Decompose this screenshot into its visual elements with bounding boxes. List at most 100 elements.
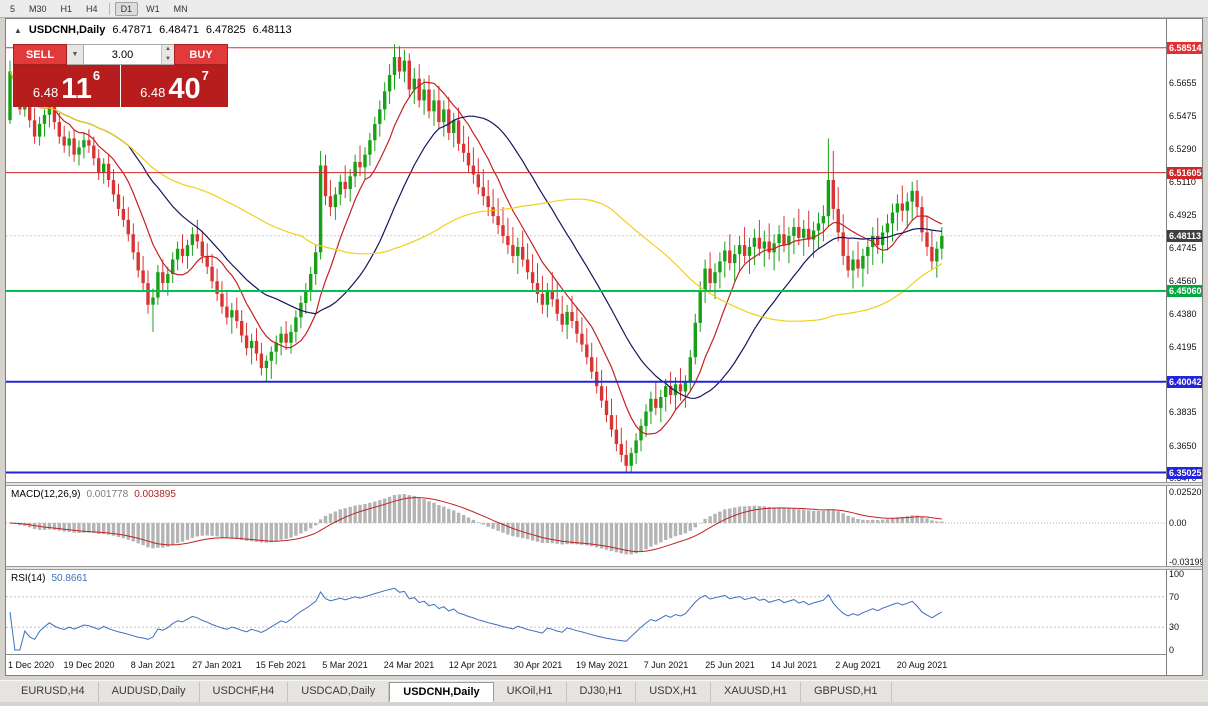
- chart-tab-gbpusd[interactable]: GBPUSD,H1: [801, 682, 892, 702]
- price-tick-label: 6.5110: [1169, 177, 1196, 187]
- chart-tab-usdchf[interactable]: USDCHF,H4: [200, 682, 289, 702]
- panel-splitter[interactable]: [6, 482, 1202, 486]
- buy-price-point: 7: [201, 68, 209, 83]
- macd-histogram-bar: [461, 515, 466, 523]
- candle-body: [171, 259, 175, 274]
- chart-tab-eurusd[interactable]: EURUSD,H4: [8, 682, 99, 702]
- chart-tab-ukoil[interactable]: UKOil,H1: [494, 682, 567, 702]
- macd-histogram-bar: [521, 523, 525, 539]
- candle-body: [161, 272, 165, 284]
- macd-histogram-bar: [126, 523, 130, 540]
- candle-body: [831, 180, 835, 209]
- macd-histogram-bar: [664, 523, 668, 540]
- candle-body: [47, 105, 52, 115]
- chart-tab-usdcad[interactable]: USDCAD,Daily: [288, 682, 390, 702]
- candle-body: [846, 255, 850, 271]
- toolbar-separator: [108, 2, 110, 15]
- macd-indicator-chart[interactable]: [6, 486, 1166, 566]
- candle-body: [230, 310, 234, 318]
- macd-axis-label: -0.031994: [1169, 557, 1202, 567]
- candle-body: [466, 152, 471, 166]
- macd-histogram-bar: [205, 523, 209, 536]
- candle-body: [116, 194, 121, 209]
- symbol-header: ▲ USDCNH,Daily 6.47871 6.48471 6.47825 6…: [14, 24, 292, 36]
- macd-histogram-bar: [501, 523, 505, 533]
- candle-body: [777, 234, 781, 244]
- price-tick-label: 6.4560: [1169, 276, 1197, 286]
- macd-histogram-bar: [506, 523, 510, 535]
- candle-body: [304, 290, 308, 303]
- candle-body: [166, 274, 170, 283]
- candle-body: [476, 174, 480, 188]
- chart-tab-usdcnh[interactable]: USDCNH,Daily: [389, 682, 494, 702]
- candle-body: [540, 293, 545, 305]
- timeframe-button-w1[interactable]: W1: [146, 3, 160, 14]
- macd-histogram-bar: [767, 507, 771, 523]
- macd-histogram-bar: [535, 523, 540, 542]
- sell-button[interactable]: SELL: [13, 44, 67, 65]
- volume-dropdown-button[interactable]: ▼: [67, 44, 84, 65]
- candle-body: [604, 400, 609, 416]
- panel-splitter[interactable]: [6, 566, 1202, 570]
- buy-price-display[interactable]: 6.48 40 7: [121, 65, 228, 107]
- candle-body: [363, 154, 367, 168]
- date-axis-label: 19 May 2021: [575, 660, 629, 670]
- chart-tab-audusd[interactable]: AUDUSD,Daily: [99, 682, 200, 702]
- macd-histogram-bar: [525, 523, 530, 540]
- macd-signal-value: 0.003895: [134, 489, 176, 500]
- chart-tab-xauusd[interactable]: XAUUSD,H1: [711, 682, 801, 702]
- candle-body: [491, 207, 495, 217]
- sell-price-big-figure: 6.48: [32, 85, 59, 100]
- date-axis-label: 7 Jun 2021: [643, 660, 689, 670]
- macd-histogram-bar: [930, 520, 934, 523]
- volume-input[interactable]: [84, 45, 161, 64]
- macd-histogram-bar: [240, 523, 244, 540]
- candle-body: [422, 89, 426, 101]
- candle-body: [205, 255, 209, 267]
- volume-increment-button[interactable]: ▲: [162, 45, 174, 55]
- candle-body: [723, 250, 727, 262]
- buy-button[interactable]: BUY: [174, 44, 228, 65]
- candle-body: [747, 246, 752, 256]
- timeframe-button-mn[interactable]: MN: [173, 3, 188, 14]
- rsi-indicator-chart[interactable]: [6, 570, 1166, 654]
- macd-histogram-bar: [289, 523, 293, 538]
- macd-histogram-bar: [175, 523, 180, 544]
- candle-body: [269, 351, 273, 361]
- timeframe-button-m30[interactable]: M30: [29, 3, 47, 14]
- macd-histogram-bar: [866, 520, 870, 523]
- macd-histogram-bar: [235, 523, 239, 540]
- macd-histogram-bar: [180, 523, 185, 542]
- macd-histogram-bar: [831, 509, 835, 523]
- macd-histogram-bar: [851, 517, 855, 523]
- chart-tab-dj30[interactable]: DJ30,H1: [567, 682, 637, 702]
- macd-histogram-bar: [634, 523, 638, 554]
- volume-decrement-button[interactable]: ▼: [162, 54, 174, 64]
- macd-indicator-label: MACD(12,26,9) 0.001778 0.003895: [11, 489, 176, 500]
- candle-body: [915, 190, 919, 208]
- candle-body: [141, 270, 145, 284]
- candle-body: [703, 268, 707, 291]
- candle-body: [333, 194, 338, 208]
- candle-body: [866, 246, 870, 256]
- main-price-chart[interactable]: [6, 19, 1166, 482]
- macd-histogram-bar: [437, 505, 441, 523]
- timeframe-button-d1[interactable]: D1: [114, 1, 139, 16]
- macd-histogram-bar: [392, 495, 397, 523]
- chart-tab-usdx[interactable]: USDX,H1: [636, 682, 711, 702]
- macd-histogram-bar: [452, 510, 456, 523]
- candle-body: [106, 163, 111, 180]
- timeframe-button-h4[interactable]: H4: [86, 3, 98, 14]
- macd-signal-line: [9, 497, 942, 553]
- candle-body: [940, 236, 944, 249]
- candle-body: [102, 163, 106, 173]
- macd-histogram-bar: [190, 523, 195, 538]
- timeframe-button-h1[interactable]: H1: [60, 3, 73, 14]
- symbol-name: USDCNH,Daily: [28, 24, 106, 36]
- macd-histogram-bar: [471, 519, 476, 523]
- timeframe-button-5[interactable]: 5: [10, 3, 16, 14]
- candle-body: [318, 165, 323, 253]
- sell-price-display[interactable]: 6.48 11 6: [13, 65, 120, 107]
- candle-body: [905, 201, 909, 211]
- macd-histogram-bar: [368, 502, 372, 523]
